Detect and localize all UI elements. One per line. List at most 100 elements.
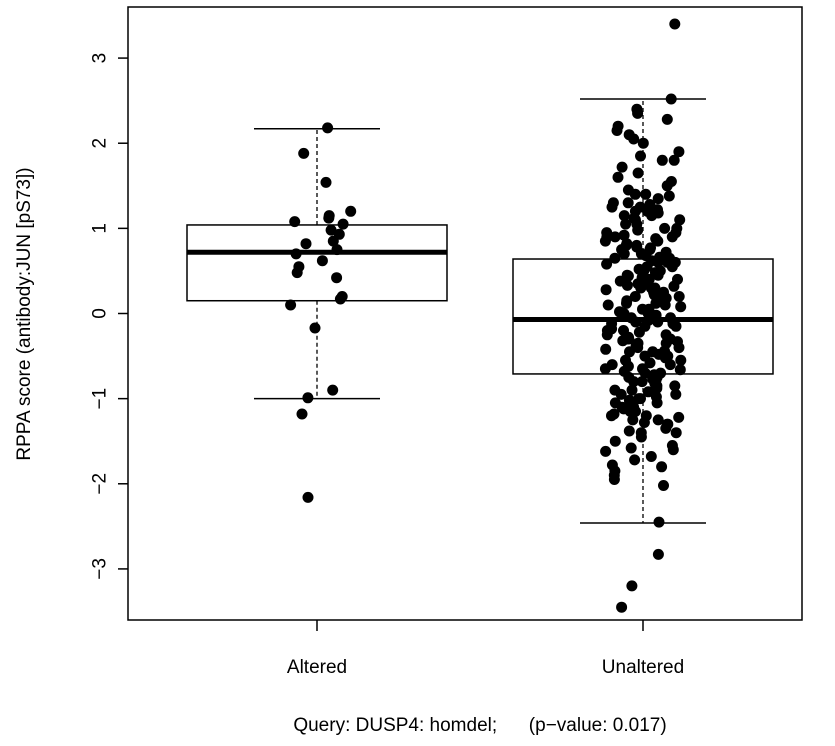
- data-point: [629, 291, 641, 302]
- data-point: [652, 269, 664, 281]
- data-point: [609, 252, 621, 264]
- x-tick-label: Altered: [287, 657, 347, 678]
- data-point: [651, 397, 663, 409]
- data-point: [652, 316, 664, 328]
- data-point: [327, 235, 339, 247]
- data-point: [302, 392, 314, 404]
- data-point: [309, 322, 321, 334]
- data-point: [622, 270, 634, 282]
- data-point: [656, 154, 668, 166]
- data-point: [606, 359, 618, 371]
- data-point: [626, 384, 638, 396]
- data-point: [672, 336, 683, 348]
- data-point: [609, 231, 621, 243]
- data-point: [608, 474, 620, 485]
- data-point: [652, 414, 664, 426]
- data-point: [637, 137, 649, 149]
- box-altered: [186, 127, 448, 400]
- data-point: [609, 435, 621, 447]
- data-point: [635, 150, 646, 162]
- data-point: [662, 256, 673, 268]
- data-point: [632, 167, 644, 179]
- data-point: [298, 147, 310, 159]
- data-point: [320, 176, 332, 188]
- data-point: [345, 205, 357, 217]
- data-point: [630, 405, 641, 417]
- data-point: [645, 242, 656, 254]
- data-point: [656, 461, 668, 473]
- data-point: [618, 248, 630, 260]
- data-point: [290, 248, 302, 260]
- data-point: [645, 451, 657, 462]
- data-point: [289, 216, 301, 228]
- point-group: [285, 18, 687, 613]
- data-point: [667, 444, 679, 456]
- data-point: [629, 188, 641, 200]
- data-point: [618, 210, 630, 222]
- data-point: [331, 244, 343, 256]
- data-point: [616, 161, 628, 173]
- data-point: [659, 299, 671, 311]
- data-point: [636, 376, 648, 388]
- data-point: [627, 414, 639, 426]
- data-point: [601, 325, 613, 336]
- data-point: [668, 280, 680, 292]
- data-point: [609, 397, 621, 409]
- data-point: [650, 297, 662, 309]
- data-point: [628, 133, 640, 145]
- data-point: [612, 171, 624, 183]
- data-point: [652, 193, 664, 205]
- data-point: [654, 251, 665, 263]
- data-point: [642, 205, 653, 217]
- data-point: [667, 318, 679, 330]
- data-point: [661, 180, 673, 192]
- data-point: [601, 258, 613, 270]
- data-point: [674, 214, 686, 226]
- x-axis-label: Query: DUSP4: homdel; (p−value: 0.017): [293, 715, 666, 736]
- data-point: [652, 548, 664, 560]
- data-point: [635, 393, 646, 405]
- data-point: [675, 354, 687, 366]
- data-point: [675, 301, 687, 313]
- data-point: [626, 580, 638, 592]
- data-point: [331, 272, 343, 284]
- data-point: [621, 279, 633, 291]
- data-point: [624, 346, 635, 358]
- data-point: [642, 386, 654, 398]
- data-point: [632, 337, 644, 349]
- data-point: [325, 224, 337, 236]
- data-point: [637, 363, 648, 375]
- data-point: [602, 299, 614, 311]
- y-tick-label: −2: [90, 473, 111, 495]
- data-point: [630, 316, 642, 328]
- data-point: [659, 345, 670, 357]
- y-axis: −3 −2 −1 0 1 2 3: [90, 53, 128, 580]
- data-point: [323, 212, 335, 224]
- data-point: [647, 346, 659, 358]
- x-axis: Altered Unaltered: [287, 620, 684, 678]
- data-point: [632, 224, 644, 236]
- data-point: [291, 267, 303, 279]
- data-point: [327, 384, 339, 396]
- data-point: [632, 278, 644, 290]
- data-point: [600, 445, 612, 457]
- data-point: [669, 380, 681, 392]
- data-point: [632, 107, 644, 119]
- data-point: [631, 239, 643, 251]
- data-point: [285, 299, 297, 311]
- data-point: [639, 320, 651, 332]
- y-tick-label: 0: [90, 308, 111, 319]
- y-tick-label: 1: [90, 223, 111, 234]
- data-point: [625, 442, 637, 454]
- y-tick-label: −1: [90, 388, 111, 410]
- data-point: [674, 364, 686, 376]
- data-point: [673, 411, 685, 423]
- data-point: [647, 373, 659, 385]
- data-point: [622, 197, 634, 209]
- data-point: [668, 154, 680, 166]
- data-point: [670, 227, 682, 239]
- data-point: [661, 113, 673, 125]
- data-point: [620, 218, 632, 230]
- data-point: [652, 235, 664, 247]
